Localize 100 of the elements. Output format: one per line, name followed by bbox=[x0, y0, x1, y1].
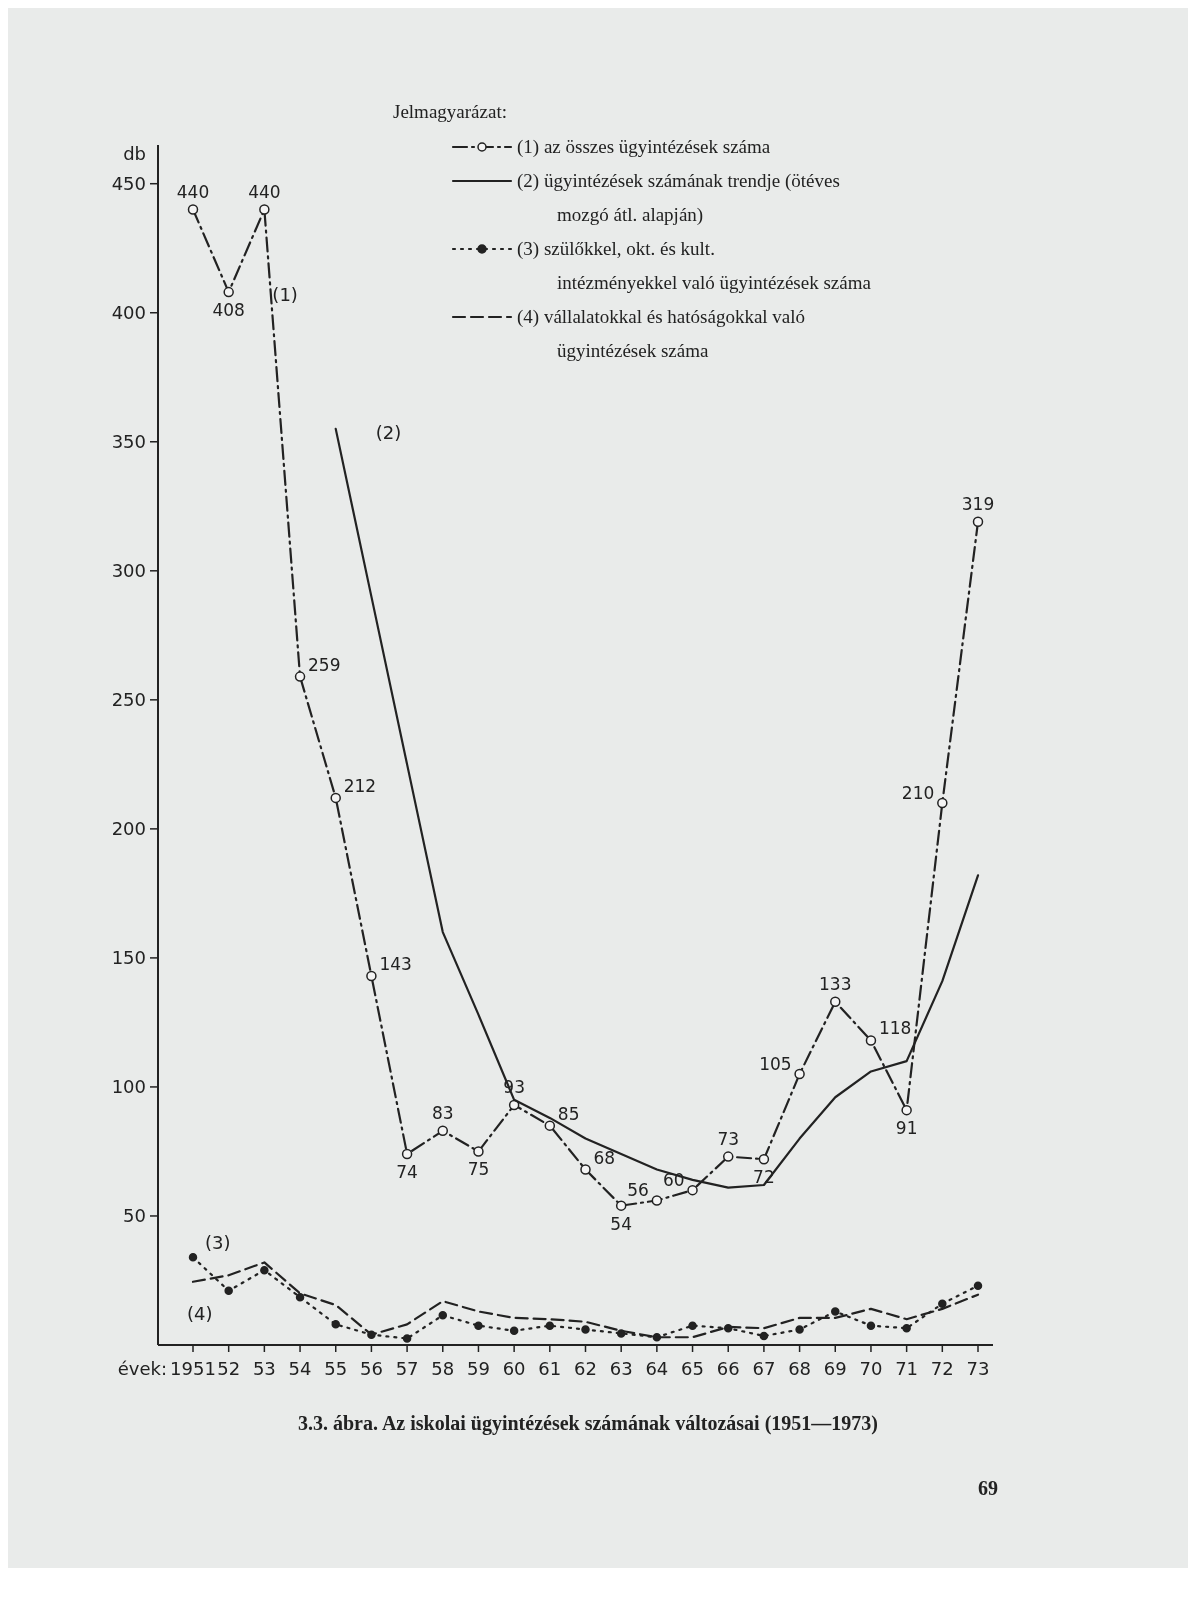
point bbox=[651, 1195, 663, 1206]
legend-label: (3) szülőkkel, okt. és kult. intézményekkel való ügyintézések száma bbox=[517, 238, 872, 293]
point bbox=[544, 1120, 556, 1131]
point bbox=[295, 1293, 305, 1302]
x-tick-label: 59 bbox=[467, 1358, 490, 1379]
point bbox=[938, 1299, 947, 1308]
annotation: (3) bbox=[205, 1232, 231, 1254]
x-tick-label: 57 bbox=[395, 1358, 419, 1379]
y-tick-label: 350 bbox=[111, 430, 146, 452]
point bbox=[937, 797, 948, 809]
point bbox=[794, 1068, 805, 1080]
point bbox=[902, 1323, 911, 1333]
point bbox=[509, 1326, 519, 1336]
data-label: 212 bbox=[343, 775, 377, 796]
x-tick-label: 64 bbox=[645, 1358, 669, 1379]
data-label: 73 bbox=[717, 1128, 740, 1149]
point bbox=[580, 1164, 591, 1175]
text: 69 bbox=[978, 1477, 998, 1499]
point bbox=[438, 1311, 448, 1320]
point bbox=[615, 1200, 627, 1211]
data-label: 83 bbox=[431, 1102, 454, 1123]
data-label: 74 bbox=[396, 1162, 418, 1183]
point bbox=[224, 1286, 233, 1296]
point bbox=[865, 1035, 877, 1046]
data-label: 440 bbox=[176, 181, 210, 202]
point bbox=[401, 1148, 413, 1160]
point bbox=[402, 1334, 412, 1343]
point bbox=[187, 204, 199, 215]
y-axis-title: db bbox=[123, 143, 146, 164]
x-axis-title: évek: bbox=[117, 1358, 167, 1379]
x-tick-label: 61 bbox=[538, 1358, 562, 1379]
data-label: 75 bbox=[467, 1159, 490, 1180]
point bbox=[473, 1146, 484, 1157]
point bbox=[188, 1253, 198, 1262]
point bbox=[331, 1320, 340, 1329]
x-tick-label: 58 bbox=[431, 1358, 455, 1379]
legend-label: (1) az összes ügyintézések száma bbox=[517, 136, 771, 158]
x-tick-label: 67 bbox=[752, 1358, 776, 1379]
point bbox=[831, 1307, 840, 1316]
point bbox=[366, 970, 377, 982]
point bbox=[581, 1325, 590, 1334]
point bbox=[830, 996, 841, 1008]
legend-label: (4) vállalatokkal és hatóságokkal való ügyintézések száma bbox=[517, 306, 806, 361]
legend-label: (2) ügyintézések számának trendje (ötéves mozgó átl. alapján) bbox=[517, 170, 840, 226]
x-tick-label: 69 bbox=[823, 1358, 847, 1379]
data-label: 118 bbox=[878, 1018, 912, 1039]
x-tick-label: 55 bbox=[324, 1358, 348, 1379]
x-tick-label: 53 bbox=[252, 1358, 276, 1379]
x-tick-label: 72 bbox=[930, 1358, 954, 1379]
x-tick-label: 68 bbox=[788, 1358, 812, 1379]
point bbox=[259, 204, 270, 215]
point bbox=[759, 1331, 769, 1341]
x-tick-label: 54 bbox=[288, 1358, 312, 1379]
y-tick-label: 300 bbox=[111, 559, 146, 581]
x-tick-label: 70 bbox=[859, 1358, 883, 1379]
point bbox=[688, 1321, 697, 1330]
data-label: 143 bbox=[379, 953, 412, 974]
y-tick-label: 100 bbox=[111, 1075, 146, 1097]
data-label: 408 bbox=[212, 300, 245, 321]
y-tick-label: 400 bbox=[111, 301, 146, 323]
y-tick-label: 250 bbox=[111, 688, 146, 710]
data-label: 440 bbox=[248, 181, 281, 202]
x-tick-label: 52 bbox=[217, 1358, 241, 1379]
annotation: (1) bbox=[272, 284, 298, 306]
point bbox=[722, 1151, 734, 1162]
data-label: 133 bbox=[819, 973, 852, 994]
x-tick-label: 66 bbox=[716, 1358, 740, 1379]
point bbox=[795, 1325, 804, 1334]
point bbox=[545, 1321, 555, 1330]
data-label: 91 bbox=[895, 1118, 918, 1139]
point bbox=[866, 1321, 876, 1330]
data-label: 56 bbox=[627, 1180, 649, 1201]
y-tick-label: 150 bbox=[111, 946, 146, 968]
data-label: 54 bbox=[610, 1213, 632, 1234]
x-tick-label: 62 bbox=[574, 1358, 597, 1379]
point bbox=[223, 286, 234, 298]
point bbox=[260, 1265, 269, 1275]
text: 3.3. ábra. Az iskolai ügyintézések számának változásai (1951—1973) bbox=[298, 1412, 878, 1435]
data-label: 210 bbox=[901, 783, 935, 804]
point bbox=[474, 1321, 483, 1330]
x-tick-label: 56 bbox=[359, 1358, 383, 1379]
data-label: 319 bbox=[961, 493, 995, 514]
x-tick-label: 63 bbox=[609, 1358, 633, 1379]
y-tick-label: 50 bbox=[123, 1204, 146, 1226]
point bbox=[330, 792, 341, 804]
data-label: 259 bbox=[308, 654, 341, 675]
point bbox=[972, 516, 984, 528]
y-tick-label: 450 bbox=[111, 172, 146, 194]
annotation: (2) bbox=[375, 421, 402, 443]
point bbox=[973, 1281, 983, 1290]
point bbox=[758, 1153, 770, 1165]
x-tick-label: 60 bbox=[502, 1358, 526, 1379]
point bbox=[901, 1104, 912, 1116]
data-label: 85 bbox=[557, 1103, 580, 1124]
x-tick-label: 73 bbox=[966, 1358, 990, 1379]
point bbox=[687, 1184, 698, 1196]
data-label: 105 bbox=[759, 1054, 792, 1075]
legend-title: Jelmagyarázat: bbox=[393, 101, 507, 122]
x-tick-label: 71 bbox=[895, 1358, 919, 1379]
annotation: (4) bbox=[187, 1302, 213, 1324]
